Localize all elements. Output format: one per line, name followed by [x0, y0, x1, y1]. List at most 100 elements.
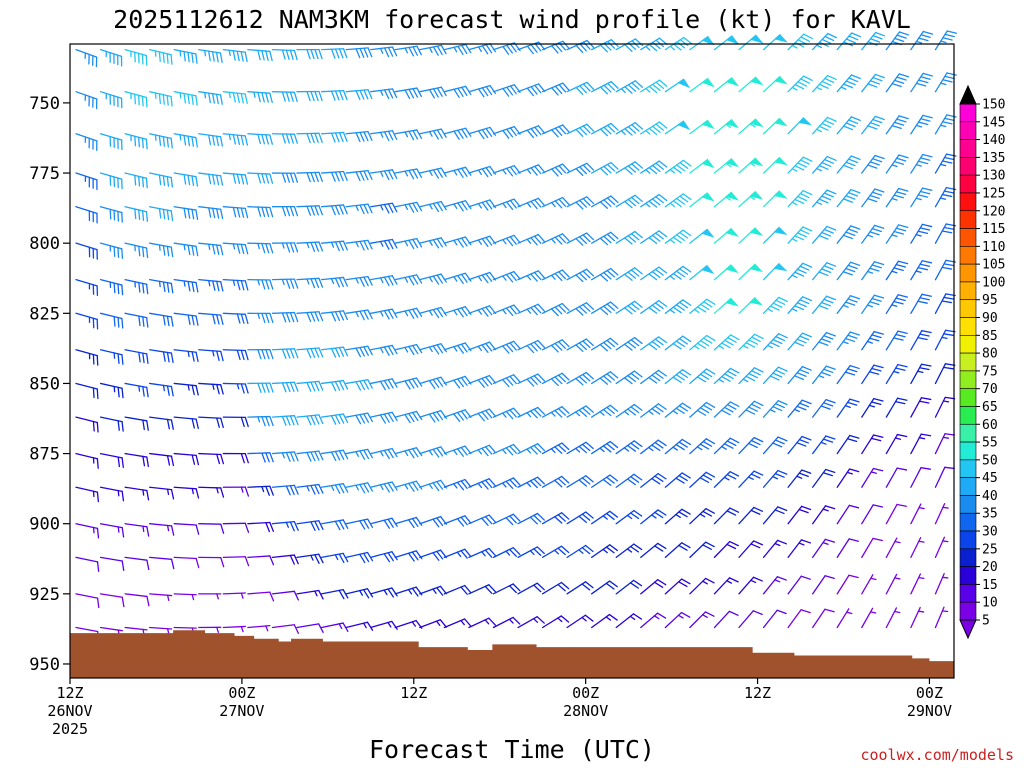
- wind-barb: [762, 156, 788, 174]
- wind-barb: [517, 270, 546, 282]
- wind-barb: [222, 382, 249, 394]
- wind-barb: [836, 398, 860, 418]
- wind-barb: [689, 158, 715, 174]
- wind-barb: [713, 227, 739, 244]
- wind-barb: [517, 197, 546, 210]
- wind-barb: [910, 503, 925, 525]
- wind-barb: [222, 625, 246, 633]
- colorbar-label: 5: [982, 614, 990, 629]
- wind-barb: [345, 203, 373, 215]
- wind-barb: [836, 74, 861, 93]
- wind-barb: [541, 163, 570, 177]
- wind-barb: [762, 400, 788, 418]
- wind-barb: [173, 48, 198, 64]
- colorbar-label: 115: [982, 222, 1005, 237]
- wind-barb: [885, 330, 908, 351]
- wind-barb: [370, 275, 398, 287]
- wind-barb: [517, 373, 546, 387]
- wind-barb: [271, 415, 299, 426]
- colorbar-segment: [959, 512, 977, 532]
- wind-barb: [271, 451, 299, 462]
- wind-barb: [713, 401, 740, 418]
- wind-barb: [566, 338, 594, 352]
- colorbar-label: 140: [982, 133, 1005, 148]
- wind-barb: [370, 46, 398, 58]
- wind-barb: [689, 611, 715, 629]
- wind-barb: [271, 381, 299, 393]
- wind-barb: [492, 407, 521, 420]
- wind-barb: [443, 236, 472, 248]
- wind-barb: [591, 510, 619, 525]
- colorbar-segment: [959, 121, 977, 140]
- wind-barb: [861, 188, 885, 208]
- wind-barb: [173, 452, 200, 466]
- wind-barb: [320, 276, 348, 288]
- wind-barb: [468, 305, 497, 317]
- wind-barb: [591, 580, 618, 595]
- wind-barb: [517, 443, 546, 455]
- colorbar-label: 25: [982, 542, 998, 557]
- wind-barb: [861, 434, 884, 455]
- wind-barb: [492, 304, 521, 316]
- colorbar-label: 65: [982, 400, 998, 415]
- wind-barb: [492, 477, 521, 489]
- wind-barb: [99, 523, 125, 538]
- wind-barb: [468, 341, 497, 353]
- wind-barb: [836, 574, 859, 595]
- wind-barb: [591, 122, 619, 137]
- wind-barb: [198, 278, 224, 292]
- wind-barb: [75, 172, 98, 191]
- wind-barb: [173, 556, 200, 569]
- wind-barb: [738, 34, 764, 51]
- colorbar-label: 95: [982, 293, 998, 308]
- colorbar-segment: [959, 548, 977, 567]
- wind-barb: [885, 31, 910, 51]
- wind-barb: [124, 312, 149, 328]
- wind-barb: [492, 234, 521, 247]
- wind-barb: [222, 206, 249, 219]
- wind-barb: [517, 303, 546, 316]
- wind-barb: [713, 367, 740, 385]
- wind-barb: [713, 507, 740, 525]
- wind-barb: [468, 584, 497, 595]
- wind-barb: [296, 483, 324, 495]
- wind-barb: [394, 238, 423, 250]
- wind-barb: [910, 433, 932, 455]
- wind-barb: [713, 35, 740, 51]
- y-tick-label: 850: [29, 374, 60, 394]
- wind-barb: [370, 88, 398, 100]
- colorbar-label: 150: [982, 98, 1005, 113]
- wind-barb: [271, 278, 299, 289]
- credit-text: coolwx.com/models: [860, 746, 1014, 764]
- wind-barb: [885, 73, 909, 93]
- wind-barb: [124, 48, 148, 66]
- wind-barb: [247, 521, 275, 533]
- wind-barb: [247, 133, 273, 145]
- wind-barb: [787, 505, 812, 525]
- wind-barb: [443, 200, 472, 212]
- colorbar-segment: [959, 174, 977, 194]
- x-axis-label: Forecast Time (UTC): [369, 735, 655, 764]
- wind-barb: [787, 332, 812, 351]
- wind-barb: [75, 349, 99, 366]
- wind-barb: [443, 478, 472, 491]
- wind-barb: [198, 593, 222, 600]
- wind-barb: [517, 164, 546, 176]
- y-tick-label: 775: [29, 164, 60, 184]
- wind-barb: [812, 74, 837, 93]
- wind-barb: [787, 33, 813, 51]
- wind-barb: [247, 48, 273, 62]
- x-tick-label: 00Z: [228, 684, 255, 702]
- wind-barb: [124, 133, 148, 150]
- wind-barb: [149, 172, 174, 188]
- wind-barb: [762, 609, 787, 629]
- wind-barb: [198, 349, 224, 362]
- wind-barb: [247, 349, 274, 360]
- wind-barb: [885, 294, 909, 314]
- wind-barb: [885, 154, 909, 174]
- wind-barb: [689, 471, 716, 488]
- wind-barb: [198, 312, 224, 326]
- wind-barb: [738, 190, 764, 208]
